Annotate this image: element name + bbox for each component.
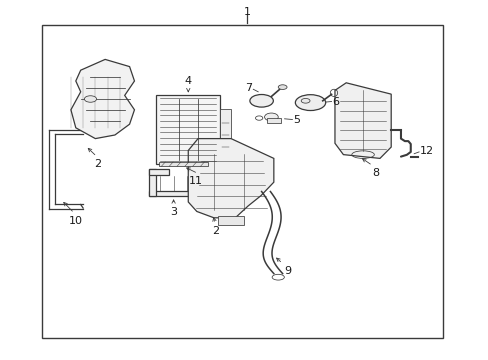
Ellipse shape bbox=[295, 95, 325, 111]
Bar bbox=[266, 118, 281, 123]
Polygon shape bbox=[149, 169, 168, 175]
Bar bbox=[159, 162, 207, 166]
Polygon shape bbox=[188, 139, 273, 218]
Bar bbox=[156, 95, 220, 164]
Text: 5: 5 bbox=[293, 114, 300, 125]
Text: 1: 1 bbox=[243, 6, 250, 17]
Text: 2: 2 bbox=[212, 226, 219, 236]
Text: 9: 9 bbox=[284, 266, 291, 276]
Bar bbox=[220, 109, 230, 150]
Text: 2: 2 bbox=[94, 159, 101, 169]
Text: 8: 8 bbox=[371, 168, 378, 178]
Bar bbox=[41, 25, 442, 338]
Ellipse shape bbox=[301, 99, 309, 103]
Ellipse shape bbox=[278, 85, 286, 89]
Text: 11: 11 bbox=[188, 176, 202, 186]
Text: 3: 3 bbox=[170, 207, 177, 217]
Text: 7: 7 bbox=[244, 83, 251, 93]
Text: 10: 10 bbox=[69, 216, 82, 226]
Bar bbox=[218, 216, 244, 225]
Polygon shape bbox=[149, 191, 198, 196]
Text: 6: 6 bbox=[332, 96, 339, 107]
Polygon shape bbox=[71, 59, 134, 139]
Polygon shape bbox=[149, 169, 156, 196]
Polygon shape bbox=[334, 83, 390, 158]
Text: 12: 12 bbox=[419, 146, 433, 156]
Ellipse shape bbox=[249, 94, 273, 107]
Ellipse shape bbox=[264, 113, 278, 121]
Polygon shape bbox=[190, 169, 198, 196]
Ellipse shape bbox=[84, 96, 96, 102]
Text: 4: 4 bbox=[184, 76, 191, 86]
